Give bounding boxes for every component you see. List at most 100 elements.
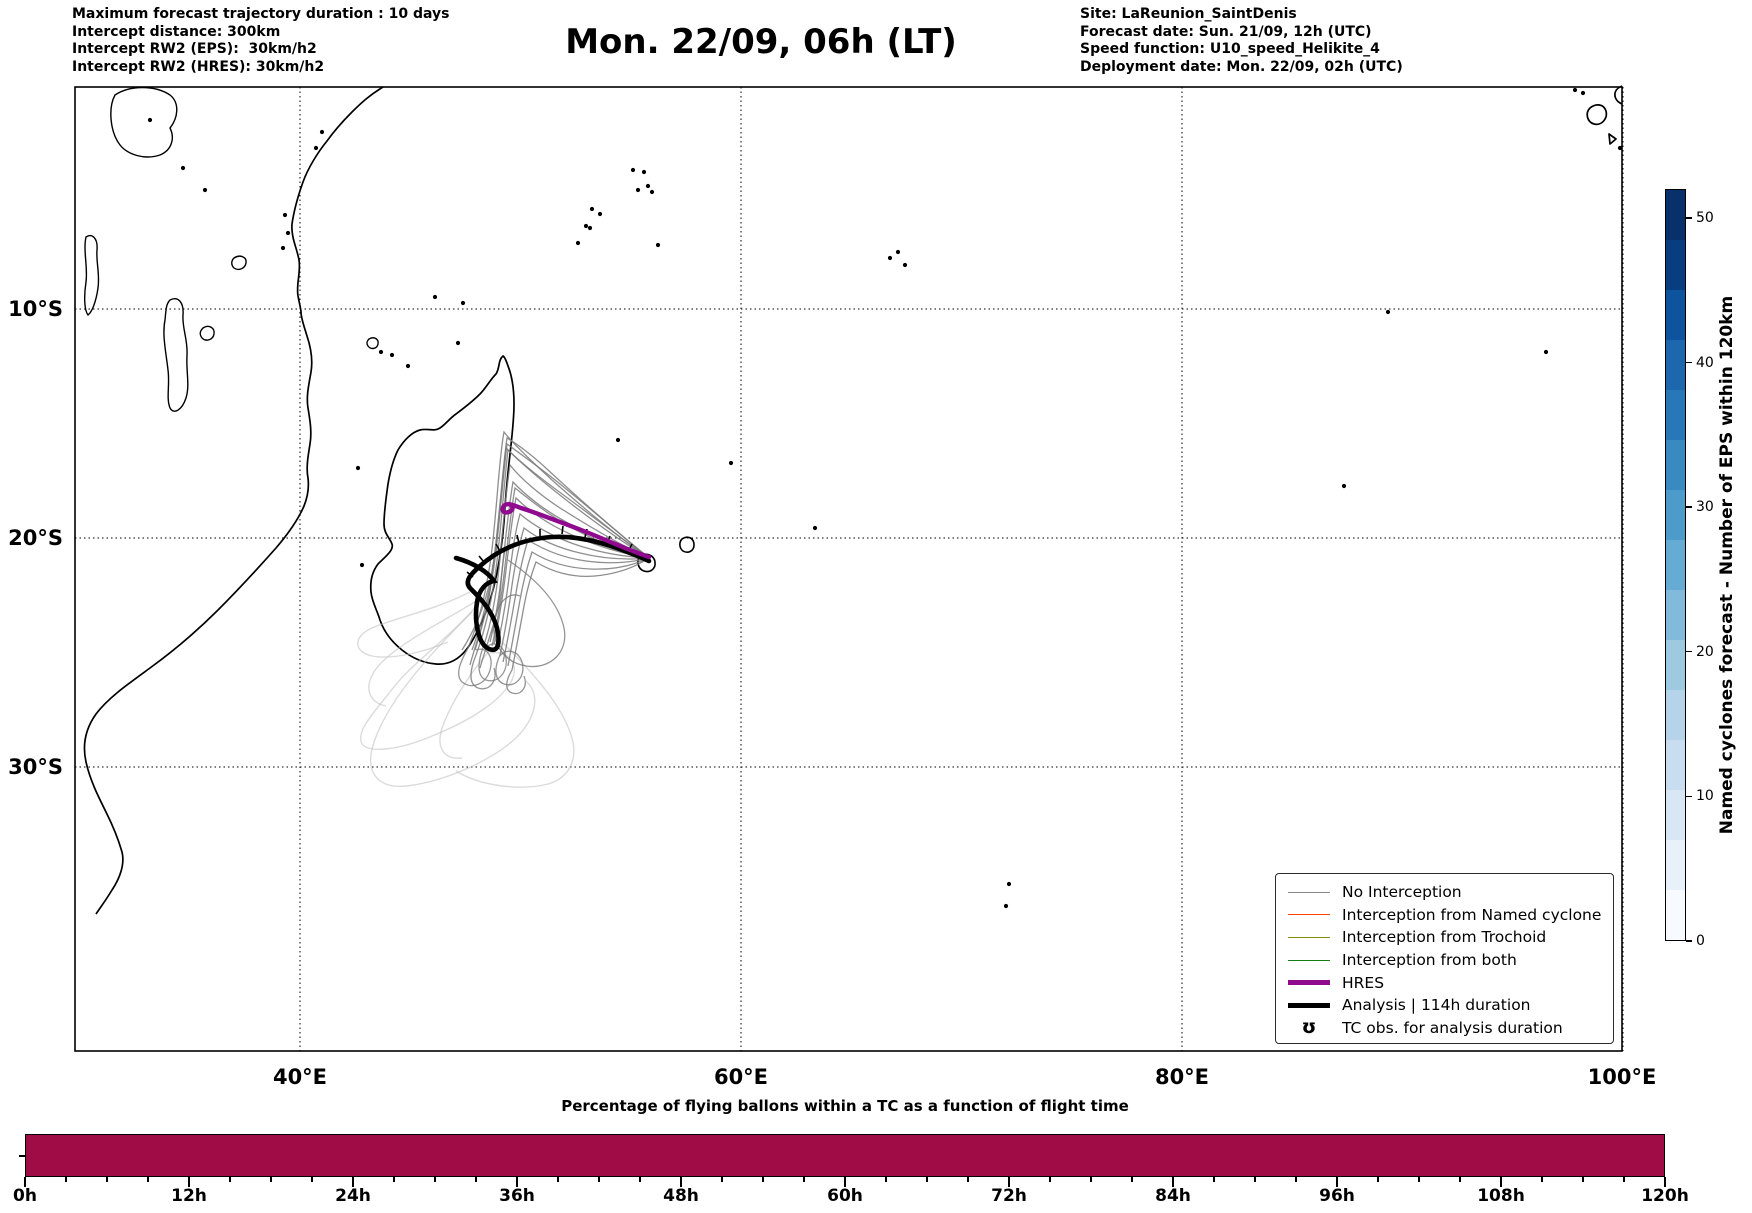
island-dot xyxy=(812,525,818,531)
legend-line-sample xyxy=(1288,891,1330,893)
lake-outline xyxy=(83,234,100,316)
trajectory-no-interception xyxy=(469,547,498,666)
island-dot xyxy=(432,294,438,300)
island-dot xyxy=(1617,145,1623,151)
x-tick-label: 60°E xyxy=(713,1065,769,1089)
island-dot xyxy=(649,189,655,195)
legend-label: Analysis | 114h duration xyxy=(1342,996,1531,1015)
legend-sample xyxy=(1288,914,1330,916)
island-dot xyxy=(641,169,647,175)
legend-label: HRES xyxy=(1342,973,1385,992)
legend-line-sample xyxy=(1288,980,1330,986)
x-minor-tick xyxy=(1090,1177,1092,1182)
island-dot xyxy=(1003,903,1009,909)
tc-obs-marker xyxy=(516,534,520,544)
island-dot xyxy=(1341,483,1347,489)
island-dot xyxy=(895,249,901,255)
trajectory-no-interception xyxy=(507,551,650,667)
bottom-chart-y-tick xyxy=(19,1155,25,1157)
tc-obs-marker xyxy=(466,571,474,578)
legend-item: Interception from Named cyclone xyxy=(1288,904,1613,927)
legend-line-sample xyxy=(1288,1002,1330,1008)
x-axis-tick-label: 120h xyxy=(1641,1186,1689,1206)
island-dot xyxy=(728,460,734,466)
trajectory-no-interception xyxy=(511,557,650,671)
x-minor-tick xyxy=(885,1177,887,1182)
island-dot xyxy=(575,240,581,246)
trajectory-loop xyxy=(506,669,526,695)
island-dot xyxy=(285,230,291,236)
island-dot xyxy=(587,225,593,231)
legend-item: No Interception xyxy=(1288,881,1613,904)
legend-label: Interception from Named cyclone xyxy=(1342,905,1602,924)
bottom-chart-title: Percentage of flying ballons within a TC… xyxy=(561,1097,1129,1115)
x-minor-tick xyxy=(926,1177,928,1182)
x-minor-tick xyxy=(557,1177,559,1182)
x-axis-tick-label: 36h xyxy=(499,1186,535,1206)
x-minor-tick xyxy=(106,1177,108,1182)
island-dot xyxy=(359,562,365,568)
x-axis-tick-label: 60h xyxy=(827,1186,863,1206)
flying-balloons-bar xyxy=(25,1134,1665,1177)
legend-item: Interception from Trochoid xyxy=(1288,926,1613,949)
trajectory-loop xyxy=(495,650,524,686)
coastline xyxy=(83,86,384,915)
hres-track xyxy=(500,501,652,560)
island-dot xyxy=(460,300,466,306)
x-axis-tick-label: 96h xyxy=(1319,1186,1355,1206)
island-outline xyxy=(679,536,695,553)
island-dot xyxy=(902,262,908,268)
trajectory-no-interception-faint xyxy=(455,641,575,788)
x-minor-tick xyxy=(967,1177,969,1182)
legend-sample xyxy=(1288,936,1330,938)
island-dot xyxy=(313,145,319,151)
trajectory-no-interception xyxy=(483,463,650,646)
trajectory-no-interception-faint xyxy=(357,591,471,658)
trajectory-no-interception xyxy=(496,512,650,649)
island-dot xyxy=(1543,349,1549,355)
x-major-tick xyxy=(24,1177,26,1187)
trajectory-no-interception xyxy=(499,526,650,656)
x-axis-tick-label: 12h xyxy=(171,1186,207,1206)
island-dot xyxy=(147,117,153,123)
trajectory-loop xyxy=(470,654,496,690)
island-dot xyxy=(589,206,595,212)
trajectory-no-interception-faint xyxy=(439,649,491,759)
site-info-annotation: Site: LaReunion_SaintDenis Forecast date… xyxy=(1080,6,1403,75)
legend-line-sample xyxy=(1288,914,1330,916)
trajectory-no-interception-faint xyxy=(360,601,515,750)
map-frame xyxy=(74,86,1623,1052)
x-minor-tick xyxy=(1541,1177,1543,1182)
lake-outline xyxy=(163,298,189,412)
legend-label: Interception from both xyxy=(1342,951,1517,970)
colorbar-tick-label: 50 xyxy=(1696,209,1714,226)
trajectory-no-interception xyxy=(461,436,650,651)
x-major-tick xyxy=(680,1177,682,1187)
island-dot xyxy=(597,211,603,217)
x-axis-tick-label: 24h xyxy=(335,1186,371,1206)
y-tick-label: 20°S xyxy=(8,526,63,550)
lake-outline xyxy=(231,255,247,271)
y-tick-label: 30°S xyxy=(8,755,63,779)
colorbar-tick xyxy=(1686,940,1692,942)
x-major-tick xyxy=(1008,1177,1010,1187)
x-minor-tick xyxy=(229,1177,231,1182)
x-minor-tick xyxy=(1254,1177,1256,1182)
island-dot xyxy=(583,223,589,229)
forecast-settings-annotation: Maximum forecast trajectory duration : 1… xyxy=(72,6,450,75)
x-minor-tick xyxy=(393,1177,395,1182)
x-minor-tick xyxy=(475,1177,477,1182)
map-legend: No Interception Interception from Named c… xyxy=(1275,873,1614,1044)
colorbar-tick xyxy=(1686,506,1692,508)
x-minor-tick xyxy=(1459,1177,1461,1182)
island-dot xyxy=(1006,881,1012,887)
x-axis-tick-label: 108h xyxy=(1477,1186,1525,1206)
page-title: Mon. 22/09, 06h (LT) xyxy=(565,22,957,62)
legend-item: Interception from both xyxy=(1288,949,1613,972)
x-major-tick xyxy=(352,1177,354,1187)
colorbar-tick-label: 30 xyxy=(1696,499,1714,516)
island-dot xyxy=(635,187,641,193)
island-dot xyxy=(645,183,651,189)
legend-line-sample xyxy=(1288,959,1330,961)
